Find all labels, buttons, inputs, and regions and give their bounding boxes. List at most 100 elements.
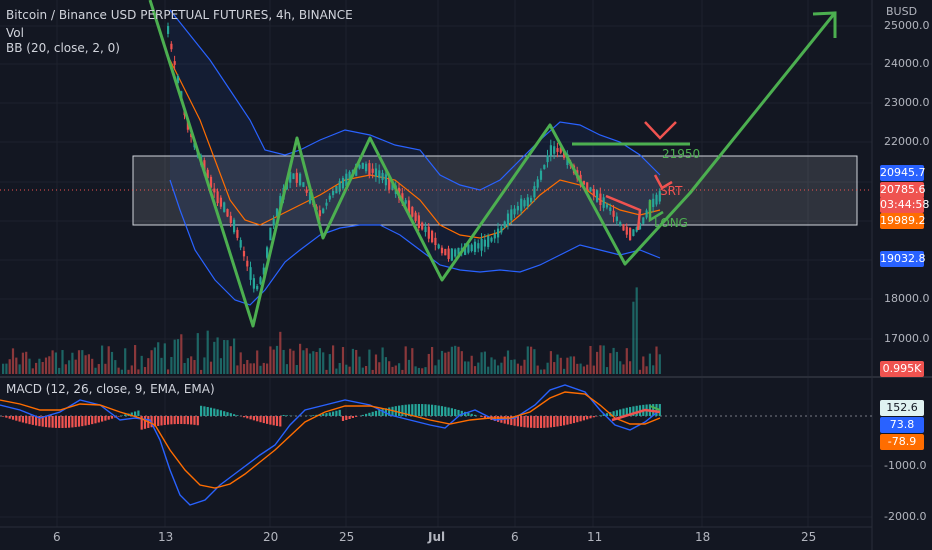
date-label: 25: [801, 530, 817, 544]
macd-hist-bar: [341, 416, 345, 421]
macd-hist-bar: [566, 416, 569, 425]
volume-bar: [625, 348, 628, 374]
macd-hist-bar: [140, 416, 143, 430]
macd-hist-bar: [84, 416, 87, 426]
macd-hist-bar: [104, 416, 107, 421]
macd-hist-bar: [246, 416, 249, 419]
red-trend-drawing[interactable]: [605, 194, 642, 231]
candle-body: [388, 176, 391, 190]
volume-bar: [549, 351, 552, 374]
macd-hist-bar: [424, 404, 427, 416]
candle-body: [216, 191, 219, 204]
macd-hist-bar: [68, 416, 71, 428]
volume-bar: [21, 352, 24, 374]
candle-body: [213, 188, 216, 193]
macd-hist-bar: [252, 416, 255, 421]
macd-hist-bar: [523, 416, 526, 428]
volume-bar: [110, 351, 114, 374]
macd-hist-bar: [586, 416, 589, 420]
macd-hist-bar: [219, 410, 222, 416]
short-annotation[interactable]: SRT: [660, 184, 683, 198]
volume-bar: [556, 354, 559, 374]
macd-hist-bar: [615, 410, 618, 416]
macd-hist-bar: [414, 404, 417, 416]
macd-hist-bar: [374, 410, 378, 416]
volume-bar: [308, 353, 312, 374]
volume-bar: [180, 334, 183, 374]
macd-hist-bar: [28, 416, 31, 425]
volume-bar: [520, 365, 523, 374]
macd-hist-bar: [576, 416, 579, 423]
volume-bar: [487, 366, 490, 374]
macd-hist-bar: [625, 407, 628, 416]
volume-bar: [371, 369, 374, 374]
candle-body: [516, 206, 519, 211]
candle-body: [434, 237, 437, 246]
candle-body: [582, 180, 585, 185]
macd-hist-bar: [216, 409, 219, 416]
long-annotation[interactable]: LONG: [654, 216, 688, 230]
macd-hist-bar: [97, 416, 100, 423]
macd-hist-bar: [262, 416, 265, 424]
macd-hist-bar: [87, 416, 90, 425]
symbol-legend[interactable]: Bitcoin / Binance USD PERPETUAL FUTURES,…: [6, 8, 353, 22]
macd-hist-bar: [530, 416, 533, 428]
candle-body: [262, 267, 265, 275]
macd-hist-bar: [269, 416, 272, 425]
volume-bar: [579, 363, 582, 374]
macd-hist-bar: [35, 416, 38, 426]
price-tick: 18000.0: [884, 292, 930, 305]
candle-body: [167, 26, 170, 34]
bb-legend[interactable]: BB (20, close, 2, 0): [6, 41, 120, 55]
macd-hist-bar: [325, 413, 328, 416]
macd-hist-bar: [48, 416, 51, 428]
candle-body: [549, 145, 552, 156]
macd-hist-bar: [134, 411, 137, 416]
macd-red-drawing[interactable]: [611, 408, 661, 422]
green-long-marker[interactable]: [648, 200, 664, 223]
candle-body: [246, 260, 249, 267]
candle-body: [520, 198, 523, 212]
volume-bar: [586, 364, 589, 374]
macd-hist-bar: [322, 413, 325, 416]
candle-body: [219, 197, 222, 207]
candle-body: [546, 155, 549, 163]
candle-body: [203, 160, 206, 174]
macd-hist-bar: [546, 416, 549, 428]
macd-hist-bar: [348, 416, 351, 420]
volume-bar: [645, 366, 648, 374]
candle-body: [173, 61, 176, 65]
level-annotation[interactable]: 21950: [662, 147, 701, 161]
volume-bar: [312, 351, 315, 374]
macd-hist-bar: [31, 416, 34, 425]
bar-countdown-tag: 03:44:58: [880, 197, 930, 213]
volume-bar: [91, 358, 94, 374]
volume-bar: [183, 362, 186, 374]
macd-hist-bar: [285, 415, 288, 416]
macd-legend[interactable]: MACD (12, 26, close, 9, EMA, EMA): [6, 382, 215, 396]
green-zigzag-drawing[interactable]: [148, 0, 836, 328]
volume-bar: [279, 331, 282, 374]
candle-body: [328, 195, 331, 200]
volume-bar: [361, 367, 364, 374]
macd-tick: -2000.0: [884, 510, 927, 523]
volume-bar: [457, 346, 460, 374]
volume-bar: [477, 362, 480, 374]
red-short-marker[interactable]: [653, 174, 673, 190]
macd-hist-bar: [150, 416, 153, 428]
macd-green-drawing[interactable]: [649, 405, 661, 411]
candle-body: [417, 215, 420, 228]
volume-bar: [407, 359, 411, 374]
macd-hist-bar: [361, 414, 364, 416]
candle-body: [236, 229, 239, 238]
macd-line-tag: 73.8: [880, 417, 924, 433]
green-arrowhead[interactable]: [812, 11, 837, 38]
candle-body: [308, 192, 312, 204]
macd-hist-bar: [190, 416, 193, 425]
volume-bar: [513, 359, 516, 374]
volume-legend[interactable]: Vol: [6, 26, 24, 40]
red-x-marker[interactable]: [644, 121, 677, 140]
candle-body: [341, 177, 345, 189]
volume-bar: [289, 348, 292, 374]
